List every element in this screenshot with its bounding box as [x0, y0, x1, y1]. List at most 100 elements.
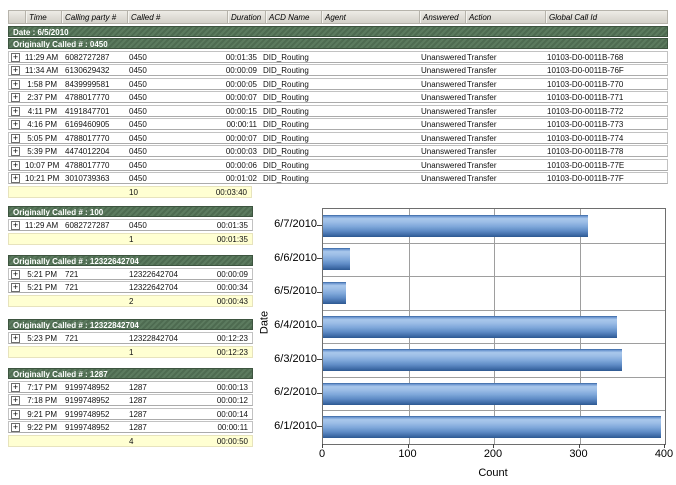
cell-action: Transfer — [467, 147, 497, 156]
cell-global-call-id: 10103-D0-0011B-770 — [547, 79, 624, 89]
call-row: +11:29 AM 6082727287 0450 00:01:35 — [8, 218, 253, 231]
call-row: +4:16 PM 6169460905 0450 00:00:11 DID_Routin… — [8, 118, 668, 130]
cell-duration: 00:01:35 — [216, 220, 248, 230]
cell-calling-party: 9199748952 — [65, 382, 110, 392]
cell-duration: 00:00:34 — [216, 283, 248, 292]
cell-calling-party: 6082727287 — [65, 220, 110, 230]
cell-global-call-id: 10103-D0-0011B-773 — [547, 120, 624, 129]
expand-row-button[interactable]: + — [11, 422, 20, 432]
cell-answered: Unanswered — [421, 120, 466, 129]
expand-row-button[interactable]: + — [11, 282, 20, 292]
cell-called: 12322642704 — [129, 283, 178, 292]
expand-row-button[interactable]: + — [11, 268, 20, 279]
cell-action: Transfer — [467, 52, 497, 62]
cell-time: 9:21 PM — [27, 409, 57, 419]
gridline-horizontal — [323, 376, 665, 378]
expand-row-button[interactable]: + — [11, 119, 20, 129]
x-axis-tick — [493, 444, 494, 448]
expand-row-button[interactable]: + — [11, 65, 20, 75]
cell-duration: 00:00:12 — [216, 396, 248, 405]
group-table: Originally Called # : 12322842704 +5:23 P… — [8, 319, 253, 358]
cell-duration: 00:00:05 — [225, 79, 257, 89]
cell-called: 0450 — [129, 120, 147, 129]
originally-called-group-header: Originally Called # : 1287 — [8, 368, 253, 379]
column-header-called-: Called # — [131, 13, 161, 22]
cell-acd-name: DID_Routing — [263, 147, 309, 156]
y-axis-tick-label: 6/2/2010 — [274, 386, 317, 399]
summary-total-duration: 00:01:35 — [216, 234, 248, 244]
expand-row-button[interactable]: + — [11, 78, 20, 89]
cell-called: 0450 — [129, 52, 147, 62]
expand-row-button[interactable]: + — [11, 408, 20, 419]
cell-action: Transfer — [467, 106, 497, 116]
cell-duration: 00:00:14 — [216, 409, 248, 419]
expand-row-button[interactable]: + — [11, 332, 20, 343]
cell-action: Transfer — [467, 120, 497, 129]
cell-called: 0450 — [129, 160, 147, 170]
cell-action: Transfer — [467, 93, 497, 102]
expand-row-button[interactable]: + — [11, 92, 20, 102]
cell-answered: Unanswered — [421, 52, 466, 62]
call-row: +5:21 PM 721 12322642704 00:00:34 — [8, 281, 253, 293]
cell-called: 12322642704 — [129, 269, 178, 279]
y-axis-tick-label: 6/3/2010 — [274, 352, 317, 365]
cell-answered: Unanswered — [421, 79, 466, 89]
y-axis-tick — [317, 325, 322, 327]
cell-time: 5:05 PM — [27, 133, 57, 143]
call-row: +10:21 PM 3010739363 0450 00:01:02 DID_Routi… — [8, 172, 668, 184]
expand-row-button[interactable]: + — [11, 395, 20, 405]
expand-row-button[interactable]: + — [11, 219, 20, 230]
bar-6-4-2010 — [323, 315, 618, 338]
cell-action: Transfer — [467, 174, 497, 183]
originally-called-group-header: Originally Called # : 12322642704 — [8, 255, 253, 266]
cell-acd-name: DID_Routing — [263, 66, 309, 75]
expand-row-button[interactable]: + — [11, 381, 20, 392]
summary-count: 4 — [129, 437, 134, 446]
cell-duration: 00:00:11 — [226, 120, 257, 129]
expand-row-button[interactable]: + — [11, 173, 20, 183]
group-summary-row: 1 00:01:35 — [8, 232, 253, 245]
column-header-acd-name: ACD Name — [269, 13, 310, 22]
expand-row-button[interactable]: + — [11, 105, 20, 116]
chart-x-axis-title: Count — [478, 467, 508, 479]
group-table: Originally Called # : 12322642704 +5:21 P… — [8, 255, 253, 307]
cell-called: 0450 — [129, 93, 147, 102]
cell-calling-party: 6082727287 — [65, 52, 110, 62]
column-header-duration: Duration — [231, 13, 262, 22]
header-separator — [545, 11, 547, 23]
column-header-time: Time — [29, 13, 47, 22]
column-header-action: Action — [469, 13, 492, 22]
cell-duration: 00:00:15 — [225, 106, 257, 116]
cell-duration: 00:12:23 — [216, 333, 248, 343]
cell-time: 7:17 PM — [27, 382, 57, 392]
summary-total-duration: 00:00:43 — [216, 297, 248, 306]
x-axis-tick — [407, 444, 409, 448]
group-summary-row: 10 00:03:40 — [8, 186, 252, 198]
summary-count: 10 — [129, 188, 138, 197]
cell-duration: 00:00:07 — [225, 93, 257, 102]
bar-6-1-2010 — [323, 416, 661, 439]
y-axis-tick-label: 6/1/2010 — [274, 419, 317, 432]
group-summary-row: 1 00:12:23 — [8, 345, 253, 358]
expand-row-button[interactable]: + — [11, 159, 20, 170]
cell-duration: 00:00:13 — [216, 382, 248, 392]
group-table: Originally Called # : 100 +11:29 AM 608272… — [8, 206, 253, 245]
x-axis-tick-label: 300 — [569, 448, 588, 460]
expand-row-button[interactable]: + — [11, 146, 20, 156]
call-detail-table: Time Calling party # Called # Duration ACD N… — [8, 10, 668, 198]
summary-count: 1 — [129, 234, 134, 244]
cell-calling-party: 721 — [65, 269, 79, 279]
cell-time: 5:39 PM — [27, 147, 57, 156]
y-axis-tick — [317, 258, 322, 260]
call-row: +7:17 PM 9199748952 1287 00:00:13 — [8, 380, 253, 393]
cell-global-call-id: 10103-D0-0011B-76F — [547, 66, 624, 75]
expand-row-button[interactable]: + — [11, 51, 20, 62]
x-axis-tick-label: 100 — [398, 448, 417, 460]
y-axis-tick — [317, 426, 322, 428]
cell-time: 11:29 AM — [25, 220, 59, 230]
cell-global-call-id: 10103-D0-0011B-77E — [547, 160, 625, 170]
call-row: +11:29 AM 6082727287 0450 00:01:35 DID_Routi… — [8, 50, 668, 63]
call-row: +11:34 AM 6130629432 0450 00:00:09 DID_Routi… — [8, 64, 668, 76]
expand-row-button[interactable]: + — [11, 132, 20, 143]
cell-acd-name: DID_Routing — [263, 106, 309, 116]
